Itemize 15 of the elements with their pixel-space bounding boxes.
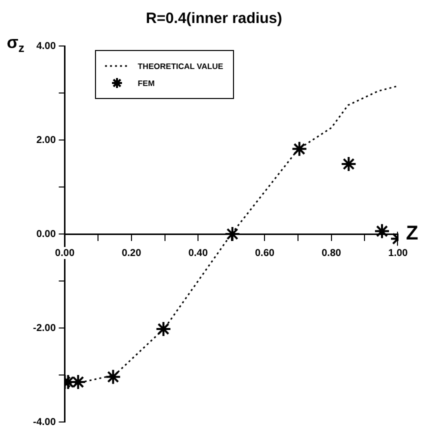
y-tick-label: 0.00 (36, 228, 56, 240)
x-tick-label: 0.20 (122, 248, 142, 259)
legend-label: THEORETICAL VALUE (138, 62, 224, 70)
x-tick-label: 0.00 (55, 248, 75, 259)
x-tick-label: 1.00 (388, 248, 408, 259)
y-tick-label: 4.00 (36, 40, 56, 52)
x-tick-label: 0.40 (188, 248, 208, 259)
y-tick-label: -4.00 (32, 416, 56, 428)
y-tick-label: -2.00 (32, 322, 56, 334)
x-tick-label: 0.80 (322, 248, 342, 259)
x-tick-label: 0.60 (254, 248, 275, 259)
legend-label: FEM (138, 78, 155, 88)
x-axis-title: Z (406, 222, 418, 245)
chart-title: R=0.4(inner radius) (146, 10, 282, 28)
y-tick-label: 2.00 (36, 134, 56, 146)
